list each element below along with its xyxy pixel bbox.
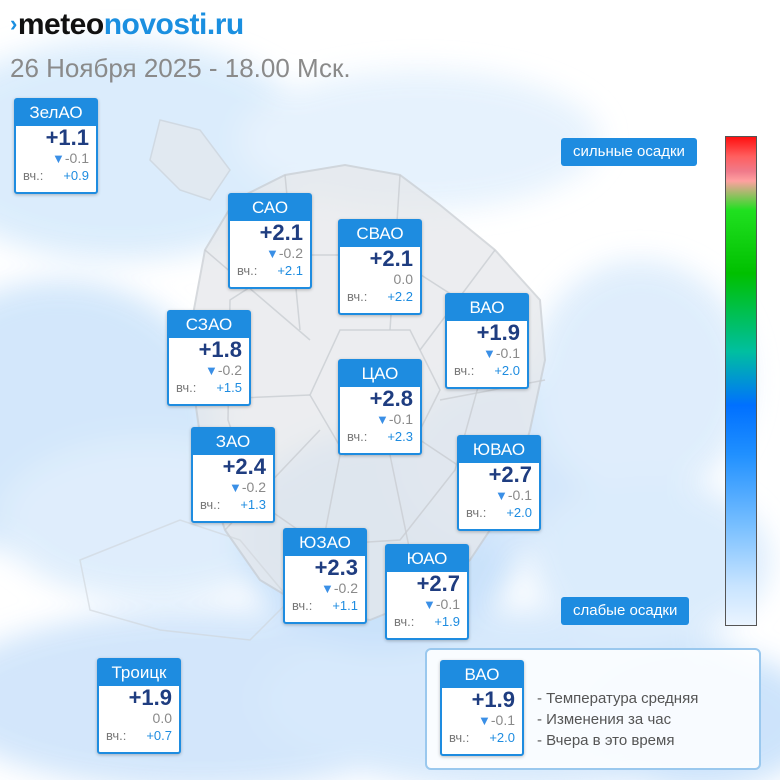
district-hourly-change: ▼-0.2 xyxy=(321,580,358,596)
legend-line-avg: - Температура средняя xyxy=(537,690,699,707)
district-hourly-change: ▼-0.1 xyxy=(495,487,532,503)
district-hourly-change: ▼-0.1 xyxy=(376,411,413,427)
district-card[interactable]: САО +2.1 ▼-0.2 вч.: +2.1 xyxy=(228,193,312,289)
site-logo[interactable]: ›meteonovosti.ru xyxy=(10,8,244,41)
district-name: ВАО xyxy=(447,295,527,321)
district-name: САО xyxy=(230,195,310,221)
district-name: ЦАО xyxy=(340,361,420,387)
district-yesterday: вч.: +1.3 xyxy=(200,497,266,512)
district-hourly-change: 0.0 xyxy=(393,271,413,287)
district-card[interactable]: Троицк +1.9 0.0 вч.: +0.7 xyxy=(97,658,181,754)
district-hourly-change: ▼-0.1 xyxy=(483,345,520,361)
legend-box: ВАО +1.9 ▼-0.1 вч.: +2.0 - Температура средн… xyxy=(425,648,761,770)
down-triangle-icon: ▼ xyxy=(52,151,65,166)
down-triangle-icon: ▼ xyxy=(495,488,508,503)
district-yesterday: вч.: +2.0 xyxy=(449,730,515,745)
district-yesterday: вч.: +2.0 xyxy=(454,363,520,378)
district-yesterday: вч.: +0.7 xyxy=(106,728,172,743)
precipitation-scale-bar xyxy=(725,136,757,626)
scale-label-light: слабые осадки xyxy=(561,597,690,625)
district-hourly-change: ▼-0.2 xyxy=(266,245,303,261)
logo-mark-icon: › xyxy=(10,11,17,36)
district-card[interactable]: ВАО +1.9 ▼-0.1 вч.: +2.0 xyxy=(445,293,529,389)
down-triangle-icon: ▼ xyxy=(205,363,218,378)
legend-sample-card: ВАО +1.9 ▼-0.1 вч.: +2.0 xyxy=(440,660,524,756)
district-hourly-change: ▼-0.1 xyxy=(52,150,89,166)
district-yesterday: вч.: +2.0 xyxy=(466,505,532,520)
district-yesterday: вч.: +1.9 xyxy=(394,614,460,629)
district-name: Троицк xyxy=(99,660,179,686)
district-temperature: +1.9 xyxy=(128,685,172,710)
district-hourly-change: ▼-0.1 xyxy=(423,596,460,612)
district-yesterday: вч.: +2.2 xyxy=(347,289,413,304)
district-card[interactable]: СВАО +2.1 0.0 вч.: +2.2 xyxy=(338,219,422,315)
district-hourly-change: ▼-0.2 xyxy=(205,362,242,378)
district-name: СЗАО xyxy=(169,312,249,338)
district-temperature: +2.1 xyxy=(369,246,413,271)
district-temperature: +2.7 xyxy=(416,571,460,596)
district-temperature: +1.1 xyxy=(45,125,89,150)
legend-line-change: - Изменения за час xyxy=(537,711,672,728)
district-card[interactable]: ЮЗАО +2.3 ▼-0.2 вч.: +1.1 xyxy=(283,528,367,624)
down-triangle-icon: ▼ xyxy=(376,412,389,427)
down-triangle-icon: ▼ xyxy=(321,581,334,596)
district-name: ЮЗАО xyxy=(285,530,365,556)
district-name: ЮВАО xyxy=(459,437,539,463)
district-temperature: +2.3 xyxy=(314,555,358,580)
legend-line-yesterday: - Вчера в это время xyxy=(537,732,675,749)
district-card[interactable]: ЗАО +2.4 ▼-0.2 вч.: +1.3 xyxy=(191,427,275,523)
down-triangle-icon: ▼ xyxy=(266,246,279,261)
district-temperature: +2.1 xyxy=(259,220,303,245)
district-temperature: +2.4 xyxy=(222,454,266,479)
down-triangle-icon: ▼ xyxy=(478,713,491,728)
district-card[interactable]: ЦАО +2.8 ▼-0.1 вч.: +2.3 xyxy=(338,359,422,455)
district-name: СВАО xyxy=(340,221,420,247)
district-card[interactable]: ЮАО +2.7 ▼-0.1 вч.: +1.9 xyxy=(385,544,469,640)
legend-lines: - Температура средняя - Изменения за час… xyxy=(537,688,698,751)
district-temperature: +1.9 xyxy=(476,320,520,345)
district-yesterday: вч.: +1.5 xyxy=(176,380,242,395)
down-triangle-icon: ▼ xyxy=(423,597,436,612)
scale-label-heavy: сильные осадки xyxy=(561,138,697,166)
district-name: ВАО xyxy=(442,662,522,688)
district-yesterday: вч.: +0.9 xyxy=(23,168,89,183)
district-name: ЮАО xyxy=(387,546,467,572)
district-temperature: +2.7 xyxy=(488,462,532,487)
district-name: ЗАО xyxy=(193,429,273,455)
district-yesterday: вч.: +2.1 xyxy=(237,263,303,278)
district-hourly-change: ▼-0.1 xyxy=(478,712,515,728)
district-hourly-change: 0.0 xyxy=(152,710,172,726)
district-card[interactable]: СЗАО +1.8 ▼-0.2 вч.: +1.5 xyxy=(167,310,251,406)
district-temperature: +2.8 xyxy=(369,386,413,411)
date-line: 26 Ноября 2025 - 18.00 Мск. xyxy=(10,53,351,83)
down-triangle-icon: ▼ xyxy=(483,346,496,361)
district-name: ЗелАО xyxy=(16,100,96,126)
district-card[interactable]: ЗелАО +1.1 ▼-0.1 вч.: +0.9 xyxy=(14,98,98,194)
district-yesterday: вч.: +1.1 xyxy=(292,598,358,613)
down-triangle-icon: ▼ xyxy=(229,480,242,495)
district-card[interactable]: ЮВАО +2.7 ▼-0.1 вч.: +2.0 xyxy=(457,435,541,531)
district-yesterday: вч.: +2.3 xyxy=(347,429,413,444)
district-temperature: +1.8 xyxy=(198,337,242,362)
district-hourly-change: ▼-0.2 xyxy=(229,479,266,495)
district-temperature: +1.9 xyxy=(471,687,515,712)
